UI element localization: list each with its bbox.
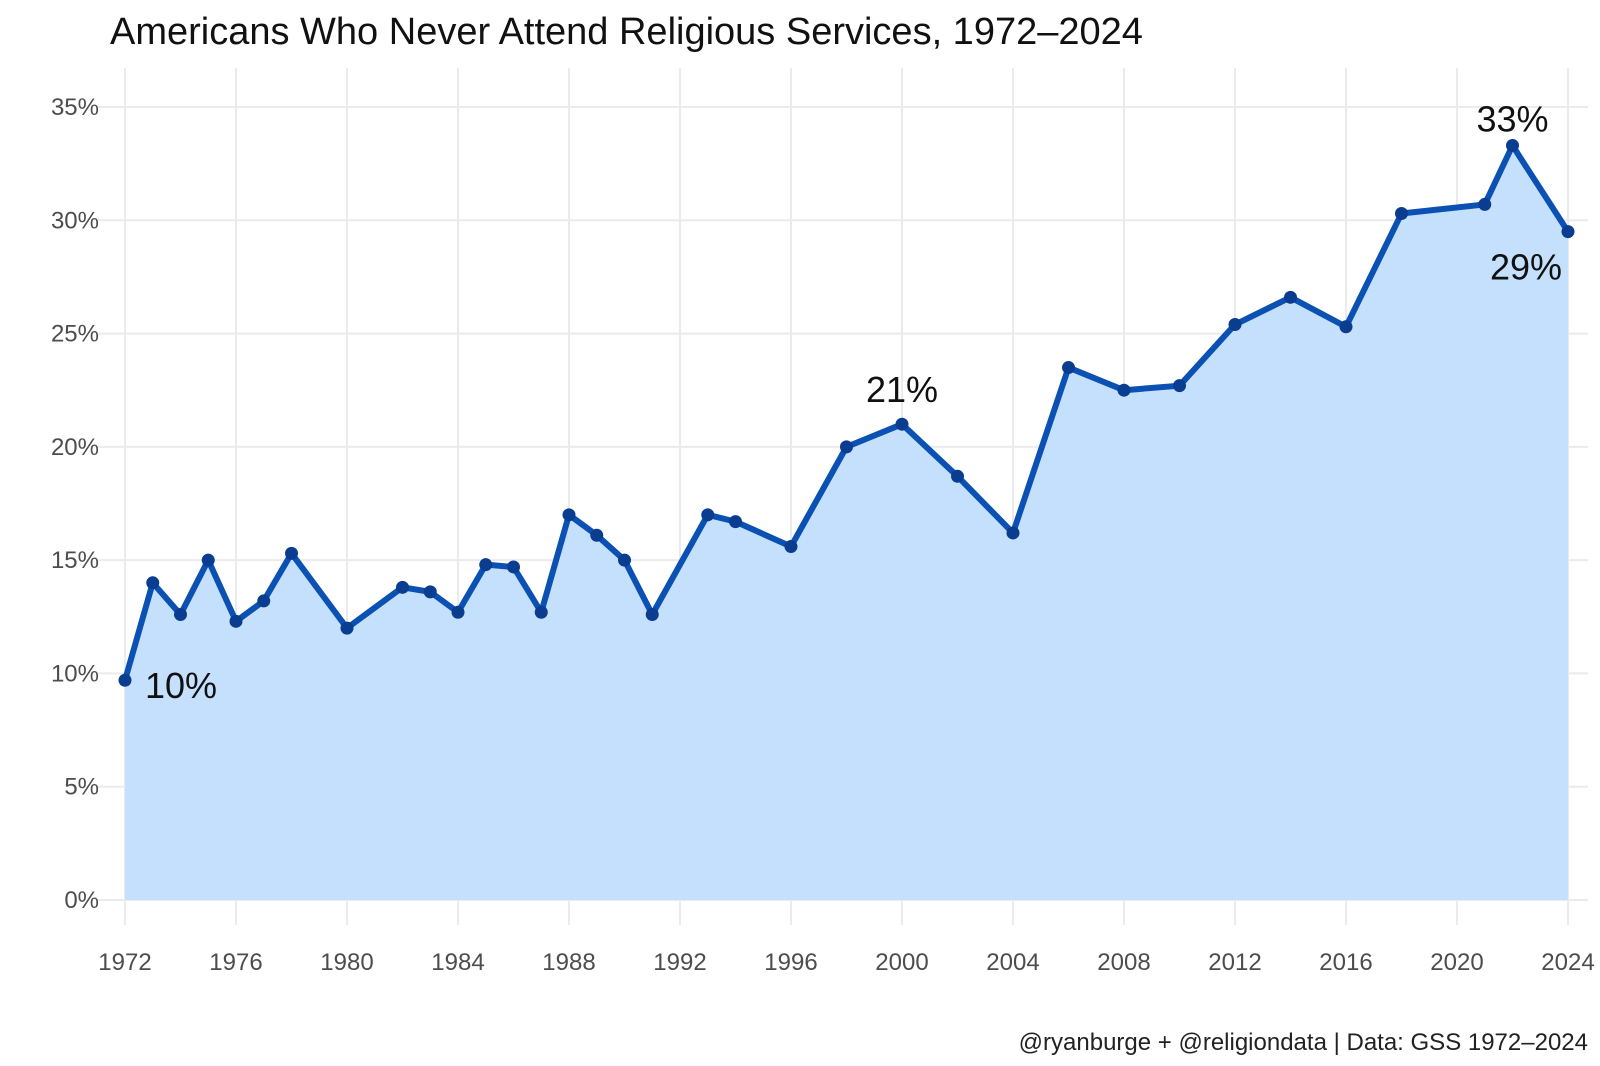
data-point (118, 673, 132, 687)
label-layer: 10% 21% 33% 29% (145, 99, 1562, 707)
tick-layer: 0% 5% 10% 15% 20% 25% 30% 35% 1972 1976 1980 1984 19… (51, 94, 1595, 976)
data-point (1506, 139, 1519, 153)
data-point (1561, 225, 1575, 239)
data-point (285, 546, 298, 560)
y-tick-label: 15% (51, 547, 99, 574)
data-point (618, 553, 631, 567)
data-point (479, 558, 493, 572)
y-tick-label: 5% (64, 774, 99, 801)
y-tick-label: 30% (51, 207, 99, 234)
data-point (590, 528, 604, 542)
x-tick-label: 1972 (98, 949, 151, 976)
x-tick-label: 1992 (653, 949, 706, 976)
x-tick-label: 1976 (209, 949, 262, 976)
x-tick-label: 1984 (431, 949, 484, 976)
point-layer (118, 139, 1575, 687)
data-point (534, 605, 548, 619)
y-tick-label: 0% (64, 887, 99, 914)
data-point (396, 580, 409, 594)
chart-caption: @ryanburge + @religiondata | Data: GSS 1… (1019, 1029, 1588, 1056)
data-point (840, 440, 853, 454)
x-tick-label: 2024 (1541, 949, 1594, 976)
data-label: 33% (1476, 99, 1548, 140)
data-point (1062, 361, 1075, 375)
data-point (1339, 320, 1353, 334)
data-point (645, 608, 659, 622)
data-point (784, 540, 798, 554)
data-point (507, 560, 520, 574)
x-tick-label: 1988 (542, 949, 595, 976)
x-tick-label: 2020 (1430, 949, 1483, 976)
area-layer (125, 145, 1568, 900)
data-point (1284, 290, 1297, 304)
y-tick-label: 10% (51, 660, 99, 687)
y-tick-label: 25% (51, 321, 99, 348)
data-label: 29% (1490, 247, 1562, 288)
data-point (562, 508, 576, 522)
data-point (201, 553, 215, 567)
x-tick-label: 2000 (875, 949, 928, 976)
data-point (1117, 383, 1131, 397)
x-tick-label: 1980 (320, 949, 373, 976)
x-tick-label: 2008 (1097, 949, 1150, 976)
x-tick-label: 2016 (1319, 949, 1372, 976)
data-point (1478, 197, 1492, 211)
data-point (257, 594, 271, 608)
y-tick-label: 35% (51, 94, 99, 121)
data-point (340, 621, 354, 635)
data-point (146, 576, 160, 590)
x-tick-label: 2004 (986, 949, 1039, 976)
data-point (423, 585, 437, 599)
data-point (174, 608, 187, 622)
data-point (451, 605, 465, 619)
data-point (729, 515, 742, 529)
data-point (701, 508, 715, 522)
data-point (951, 469, 964, 483)
x-tick-label: 1996 (764, 949, 817, 976)
area-fill (125, 145, 1568, 900)
chart-title: Americans Who Never Attend Religious Ser… (110, 11, 1143, 53)
y-tick-label: 20% (51, 434, 99, 461)
data-point (1006, 526, 1020, 540)
x-tick-label: 2012 (1208, 949, 1261, 976)
data-point (895, 417, 909, 431)
data-label: 21% (866, 369, 938, 410)
data-point (229, 614, 243, 628)
data-point (1228, 318, 1242, 332)
data-label: 10% (145, 665, 217, 706)
data-point (1395, 206, 1408, 220)
data-point (1173, 379, 1186, 393)
